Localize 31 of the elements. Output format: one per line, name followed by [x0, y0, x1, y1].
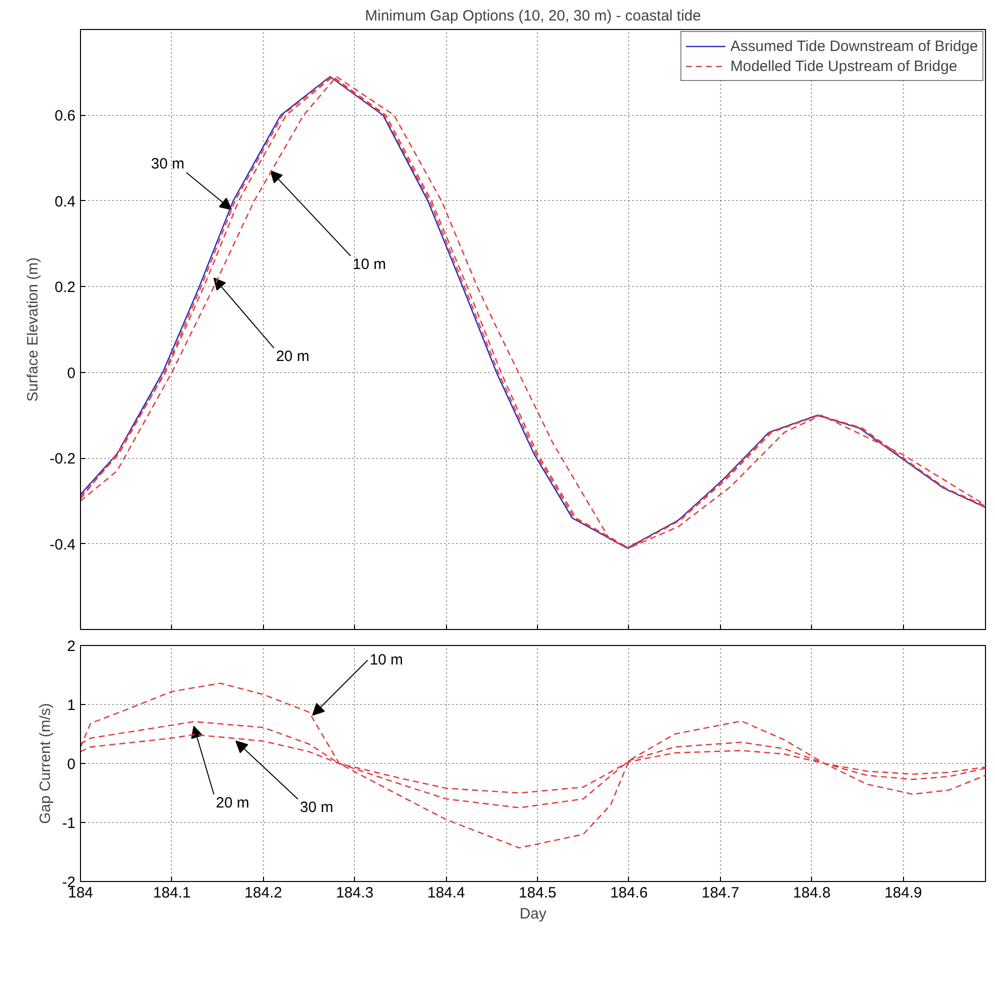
- y-tick-label: -0.2: [50, 450, 76, 468]
- x-tick-label: 184.3: [336, 884, 374, 902]
- annotation: 10 m: [352, 256, 386, 273]
- legend-label: Assumed Tide Downstream of Bridge: [730, 38, 978, 54]
- y-tick-label: 0.2: [54, 279, 76, 296]
- chart-title: Minimum Gap Options (10, 20, 30 m) - coastal tide: [365, 8, 701, 24]
- x-tick-label: 184.1: [153, 884, 191, 902]
- y-tick-label: 0: [67, 756, 76, 773]
- y-tick-label: 0.6: [54, 108, 76, 125]
- y-axis-title: Gap Current (m/s): [37, 703, 54, 824]
- x-tick-label: 184.7: [702, 884, 740, 902]
- x-axis-title: Day: [520, 906, 547, 922]
- legend-label: Modelled Tide Upstream of Bridge: [730, 58, 958, 74]
- y-tick-label: 1: [67, 697, 76, 714]
- annotation: 10 m: [370, 652, 404, 669]
- x-tick-label: 184.9: [884, 884, 922, 902]
- x-tick-label: 184.5: [518, 884, 556, 902]
- y-axis-title: Surface Elevation (m): [24, 257, 42, 402]
- annotation: 30 m: [300, 799, 334, 816]
- x-tick-label: 184.4: [427, 884, 465, 902]
- annotation: 20 m: [276, 348, 310, 366]
- annotation: 20 m: [216, 794, 250, 812]
- x-tick-label: 184.6: [610, 884, 648, 902]
- y-tick-label: 0: [67, 364, 76, 382]
- x-tick-label: 184.8: [793, 884, 831, 902]
- annotation: 30 m: [150, 156, 184, 172]
- y-tick-label: 2: [67, 638, 76, 655]
- x-tick-label: 184.2: [244, 884, 282, 902]
- y-tick-label: -1: [62, 815, 76, 832]
- y-tick-label: -0.4: [50, 536, 76, 554]
- y-tick-label: 0.4: [54, 193, 76, 210]
